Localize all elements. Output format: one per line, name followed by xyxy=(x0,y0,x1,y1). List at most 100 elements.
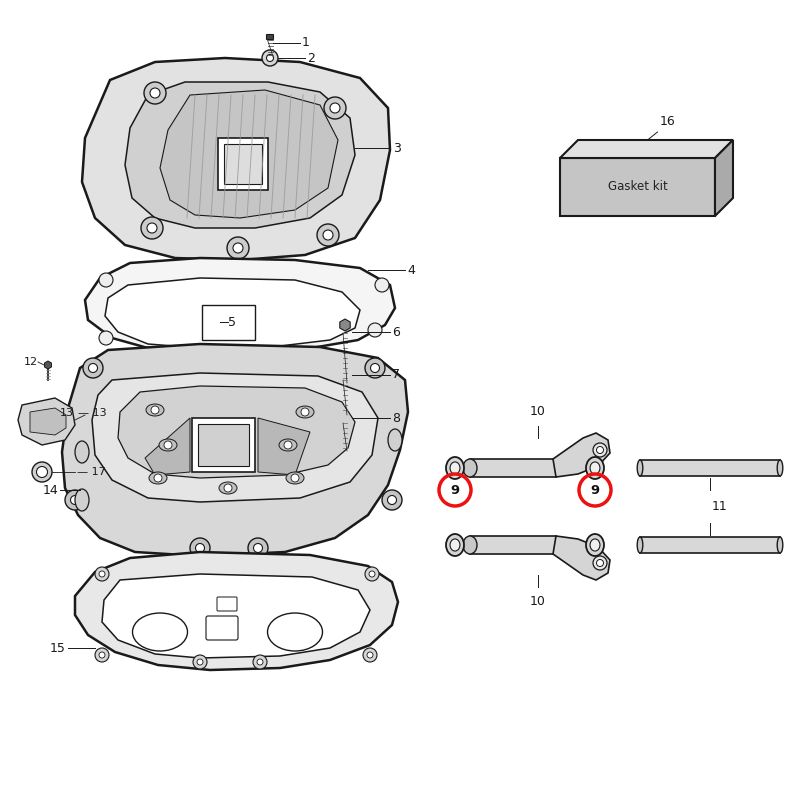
Text: 3: 3 xyxy=(393,142,401,154)
Ellipse shape xyxy=(75,489,89,511)
Ellipse shape xyxy=(450,539,460,551)
Polygon shape xyxy=(640,460,780,476)
Circle shape xyxy=(387,495,397,505)
Ellipse shape xyxy=(593,443,607,457)
Ellipse shape xyxy=(586,534,604,556)
Circle shape xyxy=(248,538,268,558)
FancyBboxPatch shape xyxy=(266,34,274,39)
Ellipse shape xyxy=(590,539,600,551)
Polygon shape xyxy=(145,418,190,475)
Polygon shape xyxy=(258,418,310,475)
Text: 16: 16 xyxy=(659,115,675,128)
Ellipse shape xyxy=(778,537,782,553)
Circle shape xyxy=(262,50,278,66)
Ellipse shape xyxy=(597,446,603,454)
Polygon shape xyxy=(560,140,733,158)
Text: 11: 11 xyxy=(712,500,728,513)
Circle shape xyxy=(367,652,373,658)
Circle shape xyxy=(83,358,103,378)
Ellipse shape xyxy=(638,537,643,553)
Polygon shape xyxy=(30,408,66,435)
Circle shape xyxy=(291,474,299,482)
Ellipse shape xyxy=(133,613,187,651)
Circle shape xyxy=(233,243,243,253)
Ellipse shape xyxy=(296,406,314,418)
Ellipse shape xyxy=(286,472,304,484)
Ellipse shape xyxy=(463,536,477,554)
Ellipse shape xyxy=(450,462,460,474)
Ellipse shape xyxy=(146,404,164,416)
Circle shape xyxy=(370,363,379,373)
Polygon shape xyxy=(62,344,408,556)
Text: 6: 6 xyxy=(392,326,400,338)
Circle shape xyxy=(257,659,263,665)
Circle shape xyxy=(95,567,109,581)
Ellipse shape xyxy=(586,457,604,479)
Circle shape xyxy=(99,273,113,287)
Ellipse shape xyxy=(638,460,643,476)
Circle shape xyxy=(190,538,210,558)
Polygon shape xyxy=(715,140,733,216)
Text: 10: 10 xyxy=(530,595,546,608)
Polygon shape xyxy=(218,138,268,190)
Ellipse shape xyxy=(590,462,600,474)
Ellipse shape xyxy=(279,439,297,451)
Circle shape xyxy=(95,648,109,662)
Ellipse shape xyxy=(159,439,177,451)
Circle shape xyxy=(254,543,262,553)
Circle shape xyxy=(197,659,203,665)
Ellipse shape xyxy=(267,613,322,651)
Text: 14: 14 xyxy=(42,483,58,497)
Circle shape xyxy=(151,406,159,414)
Polygon shape xyxy=(125,82,355,228)
Polygon shape xyxy=(470,536,556,554)
Ellipse shape xyxy=(597,559,603,566)
Text: 2: 2 xyxy=(307,51,315,65)
Text: 8: 8 xyxy=(392,411,400,425)
Circle shape xyxy=(65,490,85,510)
Polygon shape xyxy=(82,58,390,260)
Text: — 17: — 17 xyxy=(77,467,106,477)
Polygon shape xyxy=(118,386,355,478)
Bar xyxy=(560,158,715,216)
Circle shape xyxy=(144,82,166,104)
Circle shape xyxy=(141,217,163,239)
Circle shape xyxy=(253,655,267,669)
Circle shape xyxy=(32,462,52,482)
Polygon shape xyxy=(75,552,398,670)
Ellipse shape xyxy=(778,460,782,476)
Circle shape xyxy=(164,441,172,449)
Circle shape xyxy=(375,278,389,292)
Circle shape xyxy=(150,88,160,98)
Circle shape xyxy=(382,490,402,510)
Polygon shape xyxy=(18,398,75,445)
Circle shape xyxy=(363,648,377,662)
FancyBboxPatch shape xyxy=(206,616,238,640)
Text: 9: 9 xyxy=(590,483,599,497)
Ellipse shape xyxy=(593,556,607,570)
Circle shape xyxy=(369,571,375,577)
Polygon shape xyxy=(160,90,338,218)
Circle shape xyxy=(323,230,333,240)
Polygon shape xyxy=(553,536,610,580)
Ellipse shape xyxy=(388,429,402,451)
Circle shape xyxy=(330,103,340,113)
Circle shape xyxy=(154,474,162,482)
Circle shape xyxy=(324,97,346,119)
Circle shape xyxy=(193,655,207,669)
Text: — 13: — 13 xyxy=(78,408,106,418)
Text: 7: 7 xyxy=(392,369,400,382)
Polygon shape xyxy=(198,424,249,466)
Circle shape xyxy=(99,331,113,345)
Text: 1: 1 xyxy=(302,37,310,50)
Circle shape xyxy=(99,571,105,577)
Circle shape xyxy=(365,567,379,581)
Polygon shape xyxy=(105,278,360,348)
Polygon shape xyxy=(553,433,610,477)
Circle shape xyxy=(70,495,79,505)
Text: Gasket kit: Gasket kit xyxy=(608,181,667,194)
Circle shape xyxy=(99,652,105,658)
Circle shape xyxy=(37,466,47,478)
Circle shape xyxy=(368,323,382,337)
Circle shape xyxy=(147,223,157,233)
